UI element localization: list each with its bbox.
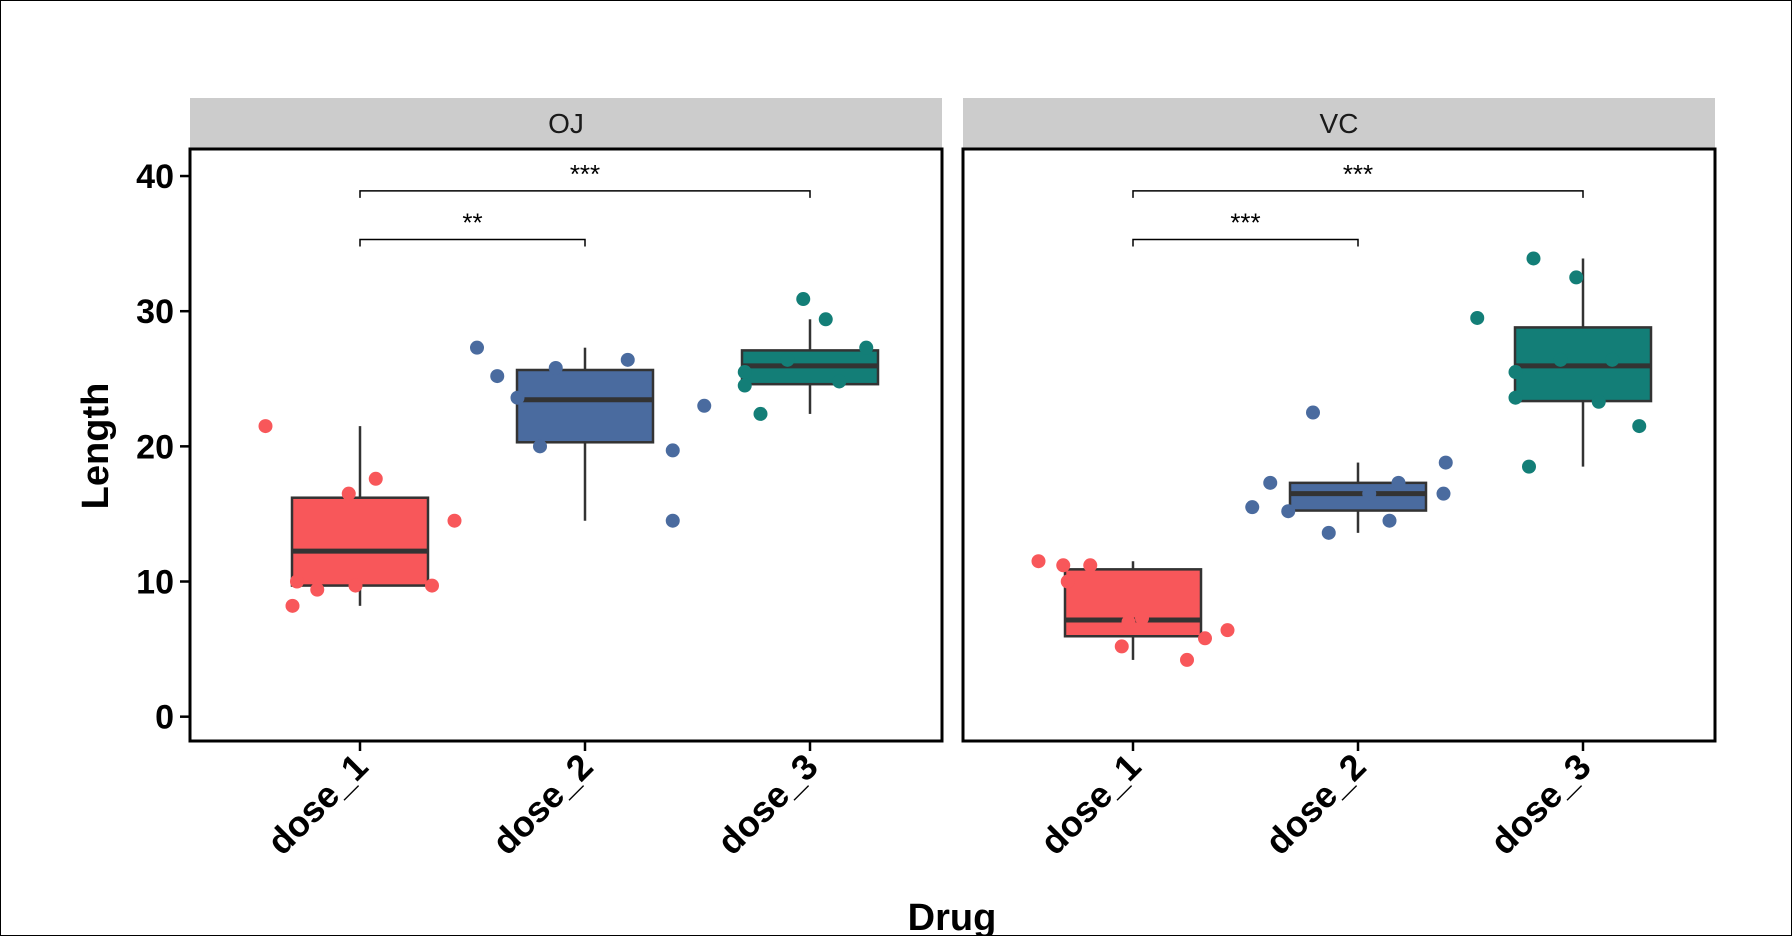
x-tick-label: dose_2 [484, 746, 601, 863]
y-tick-label: 30 [136, 293, 174, 331]
y-tick-label: 10 [136, 564, 174, 602]
data-point [258, 419, 273, 434]
significance-label: *** [1230, 208, 1260, 238]
significance-bracket [1132, 238, 1359, 247]
y-tick-label: 0 [155, 699, 174, 737]
data-point [1121, 615, 1136, 630]
x-tick-label: dose_3 [1482, 746, 1599, 863]
data-point [1263, 475, 1278, 490]
data-point [753, 406, 768, 421]
x-tick-label: dose_1 [1032, 746, 1149, 863]
y-axis-title: Length [75, 383, 117, 510]
panel-border [188, 147, 944, 743]
data-point [1031, 554, 1046, 569]
data-point [1180, 652, 1194, 667]
data-point [1605, 352, 1620, 367]
panel-border [961, 147, 1717, 743]
data-point [310, 582, 325, 597]
data-point [341, 486, 356, 501]
significance-bracket [359, 238, 586, 247]
data-point [1569, 270, 1584, 285]
data-point [1306, 405, 1320, 420]
data-point [1321, 525, 1336, 540]
facet-strip-vc [963, 98, 1715, 148]
data-point [1245, 500, 1260, 515]
data-point [1436, 486, 1451, 501]
box-dose_2 [515, 368, 655, 444]
data-point [470, 340, 484, 355]
data-point [1526, 251, 1541, 266]
data-point [1281, 504, 1296, 519]
x-tick-label: dose_1 [259, 746, 376, 863]
facet-strip-oj [190, 98, 942, 148]
data-point [348, 578, 363, 593]
y-tick-label: 40 [136, 158, 174, 196]
data-point [832, 374, 847, 389]
data-point [1382, 513, 1397, 528]
data-point [737, 378, 752, 393]
data-point [1083, 558, 1098, 573]
box-dose_2 [1288, 481, 1428, 512]
data-point [1438, 455, 1453, 470]
significance-label: *** [570, 159, 600, 189]
data-point [490, 369, 505, 384]
data-point [697, 398, 712, 413]
data-point [1135, 611, 1149, 626]
data-point [548, 360, 563, 375]
data-point [1508, 390, 1523, 405]
data-point [620, 352, 635, 367]
data-point [1056, 558, 1071, 573]
data-point [1362, 486, 1377, 501]
data-point [1391, 475, 1406, 490]
data-point [290, 574, 304, 589]
data-point [665, 513, 680, 528]
data-point [859, 340, 874, 355]
significance-bracket [359, 190, 811, 198]
data-point [1522, 459, 1536, 474]
x-tick-label: dose_2 [1257, 746, 1374, 863]
data-point [1553, 352, 1568, 367]
data-point [1060, 574, 1075, 589]
significance-label: ** [462, 208, 482, 238]
box-dose_1 [290, 496, 430, 587]
facet-strip-label: VC [1320, 108, 1359, 139]
facet-strip-label: OJ [548, 108, 584, 139]
data-point [510, 390, 525, 405]
data-point [285, 598, 300, 613]
x-tick-label: dose_3 [709, 746, 826, 863]
data-point [1632, 419, 1647, 434]
data-point [1591, 394, 1606, 409]
data-point [818, 312, 833, 327]
data-point [1470, 310, 1485, 325]
data-point [1198, 631, 1212, 646]
significance-label: *** [1343, 159, 1373, 189]
y-tick-label: 20 [136, 428, 174, 466]
data-point [368, 471, 383, 486]
data-point [1114, 639, 1129, 654]
data-point [796, 292, 811, 307]
data-point [425, 578, 439, 593]
data-point [447, 513, 462, 528]
data-point [665, 443, 680, 458]
data-point [737, 365, 752, 380]
data-point [1508, 365, 1523, 380]
significance-bracket [1132, 190, 1584, 198]
data-point [780, 352, 795, 367]
x-axis-title: Drug [908, 897, 997, 936]
data-point [1220, 623, 1235, 638]
data-point [533, 439, 547, 454]
